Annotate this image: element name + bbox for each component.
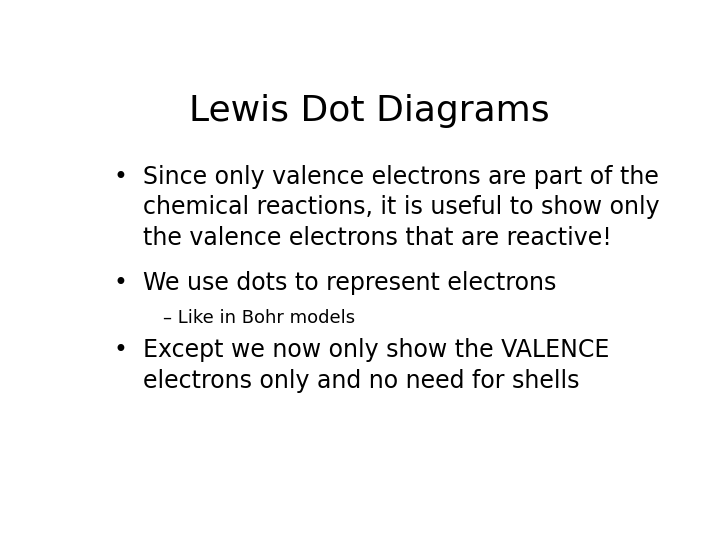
- Text: •: •: [114, 165, 127, 188]
- Text: We use dots to represent electrons: We use dots to represent electrons: [143, 271, 557, 295]
- Text: Since only valence electrons are part of the
chemical reactions, it is useful to: Since only valence electrons are part of…: [143, 165, 660, 250]
- Text: – Like in Bohr models: – Like in Bohr models: [163, 309, 355, 327]
- Text: Lewis Dot Diagrams: Lewis Dot Diagrams: [189, 94, 549, 128]
- Text: •: •: [114, 271, 127, 295]
- Text: •: •: [114, 339, 127, 362]
- Text: Except we now only show the VALENCE
electrons only and no need for shells: Except we now only show the VALENCE elec…: [143, 339, 609, 393]
